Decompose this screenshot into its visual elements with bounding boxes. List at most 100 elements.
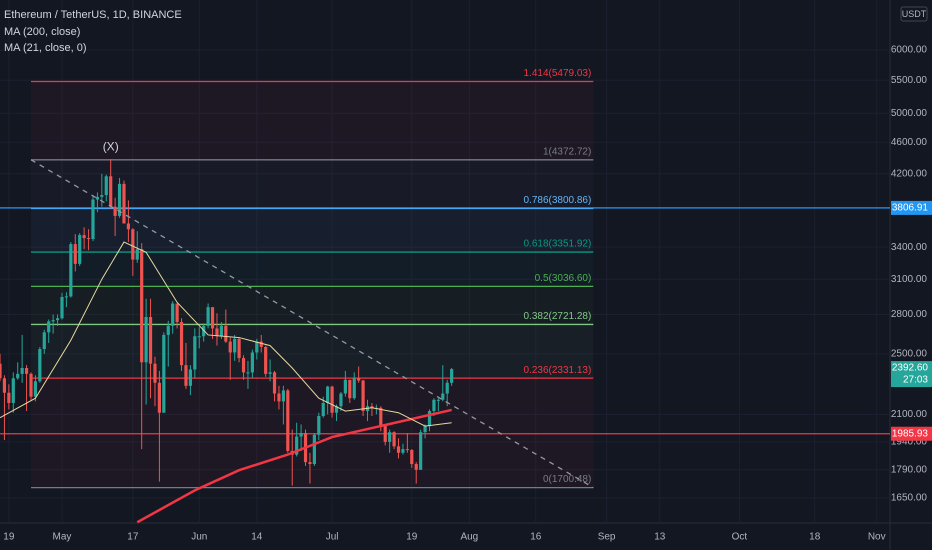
x-tick-label: 14: [251, 532, 263, 543]
candle-body: [317, 416, 321, 435]
candle-body: [95, 196, 100, 200]
candle-body: [445, 382, 449, 394]
candle-body: [175, 303, 179, 323]
x-tick-label: Aug: [460, 532, 478, 543]
candle-body: [233, 338, 237, 353]
x-tick-label: 19: [406, 532, 418, 543]
x-tick-label: 16: [530, 532, 542, 543]
candle-body: [246, 372, 250, 374]
x-tick-label: May: [53, 532, 72, 543]
candle-body: [241, 358, 246, 373]
candle-body: [206, 307, 210, 326]
fib-zone: [30, 252, 594, 287]
candle-body: [312, 434, 316, 465]
candle-body: [215, 328, 219, 337]
candle-body: [330, 386, 334, 413]
candle-body: [104, 176, 108, 196]
y-tick-label: 1650.00: [891, 493, 928, 504]
x-tick-label: Jul: [326, 532, 339, 543]
candle-body: [64, 296, 69, 298]
candle-body: [109, 176, 113, 207]
candle-body: [148, 317, 153, 364]
fib-label: 0(1700.48): [543, 474, 591, 485]
candle-body: [86, 238, 91, 240]
chart-title: Ethereum / TetherUS, 1D, BINANCE: [4, 9, 182, 21]
x-tick-label: 13: [654, 532, 666, 543]
y-tick-label: 4600.00: [891, 137, 928, 148]
candle-body: [162, 334, 166, 413]
fib-zone: [30, 324, 594, 379]
candle-body: [405, 449, 409, 451]
candle-body: [343, 379, 347, 394]
candle-body: [334, 406, 339, 413]
candle-body: [16, 373, 20, 379]
candle-body: [392, 432, 396, 447]
candle-body: [383, 426, 387, 442]
candle-body: [379, 407, 383, 427]
candle-body: [410, 450, 414, 465]
candle-body: [348, 379, 352, 399]
fib-label: 0.5(3036.60): [535, 273, 592, 284]
candle-body: [268, 372, 272, 374]
candle-body: [286, 390, 290, 451]
candle-body: [153, 363, 157, 383]
candle-body: [357, 378, 361, 381]
candle-body: [272, 372, 277, 394]
candle-body: [441, 393, 445, 400]
y-tick-label: 5000.00: [891, 108, 928, 119]
candle-body: [122, 183, 126, 224]
candle-body: [197, 336, 201, 338]
y-tick-label: 5500.00: [891, 75, 928, 86]
candle-body: [352, 378, 356, 399]
candle-body: [219, 325, 223, 337]
fib-zone: [30, 378, 594, 488]
fib-label: 0.236(2331.13): [523, 365, 591, 376]
candle-body: [166, 325, 170, 335]
currency-box[interactable]: [900, 6, 928, 22]
candle-body: [427, 411, 432, 427]
candle-body: [202, 325, 206, 337]
candle-body: [144, 317, 148, 363]
candle-body: [396, 446, 401, 453]
candle-body: [33, 381, 38, 397]
fib-label: 0.618(3351.92): [523, 239, 591, 250]
candle-body: [38, 349, 42, 382]
candle-body: [69, 244, 73, 297]
candle-body: [436, 399, 440, 401]
fib-label: 0.786(3800.86): [523, 195, 591, 206]
price-label: 1985.93: [892, 428, 929, 439]
price-label-box: [891, 200, 932, 215]
y-tick-label: 4200.00: [891, 168, 928, 179]
candle-body: [91, 199, 95, 240]
trendline: [30, 159, 594, 489]
candle-body: [2, 378, 7, 393]
candle-body: [113, 206, 117, 216]
fib-zone: [30, 81, 594, 160]
candle-body: [326, 386, 330, 403]
fib-label: 0.382(2721.28): [523, 311, 591, 322]
y-tick-label: 2800.00: [891, 309, 928, 320]
candle-body: [29, 373, 33, 397]
x-tick-label: Oct: [732, 532, 748, 543]
candle-body: [42, 332, 46, 350]
candle-body: [78, 235, 82, 264]
x-tick-label: 18: [809, 532, 821, 543]
candle-body: [0, 363, 2, 379]
legend-entry: MA (21, close, 0): [4, 42, 87, 54]
currency[interactable]: USDT: [902, 9, 927, 19]
candle-body: [135, 249, 139, 260]
candle-body: [450, 369, 454, 383]
candle-body: [370, 406, 374, 408]
candle-body: [157, 382, 162, 413]
y-tick-label: 3400.00: [891, 242, 928, 253]
fib-zone: [30, 286, 594, 325]
x-tick-label: 17: [127, 532, 139, 543]
x-tick-label: Jun: [191, 532, 207, 543]
candle-body: [11, 378, 15, 403]
candle-body: [131, 229, 135, 260]
candle-body: [295, 436, 299, 455]
candle-body: [250, 352, 254, 373]
candle-body: [388, 432, 392, 442]
candle-body: [184, 365, 188, 386]
candle-body: [264, 346, 268, 374]
